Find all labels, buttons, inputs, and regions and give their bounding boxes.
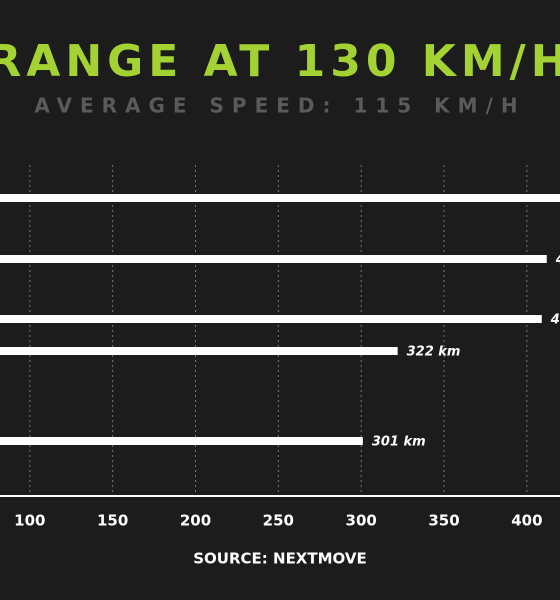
- x-tick-label: 300: [346, 512, 377, 530]
- value-label: 322 km: [407, 345, 461, 360]
- chart-subtitle: AVERAGE SPEED: 115 KM/H: [34, 94, 525, 118]
- value-label: 412 km: [555, 253, 560, 268]
- x-tick-label: 100: [14, 512, 45, 530]
- bar: [0, 347, 398, 355]
- bar: [0, 315, 542, 323]
- chart-title: RANGE AT 130 KM/H: [0, 36, 560, 87]
- x-tick-label: 150: [97, 512, 128, 530]
- bar: [0, 194, 560, 202]
- value-label: 301 km: [372, 435, 426, 450]
- value-label: 409 km: [550, 313, 560, 328]
- x-tick-label: 400: [511, 512, 542, 530]
- x-tick-label: 250: [263, 512, 294, 530]
- bar: [0, 437, 363, 445]
- bar: [0, 255, 547, 263]
- x-tick-label: 350: [428, 512, 459, 530]
- source: SOURCE: NEXTMOVE: [193, 550, 367, 568]
- x-tick-label: 200: [180, 512, 211, 530]
